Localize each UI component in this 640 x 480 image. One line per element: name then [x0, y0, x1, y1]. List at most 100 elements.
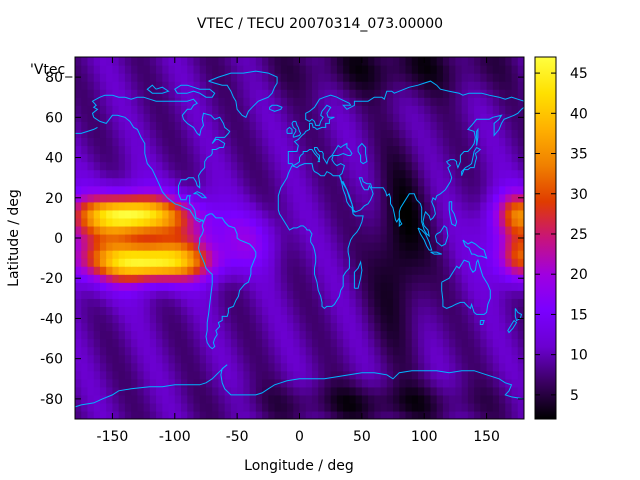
heat-cell — [118, 354, 126, 364]
heat-cell — [124, 298, 132, 307]
heat-cell — [212, 65, 220, 74]
heat-cell — [118, 386, 126, 396]
heat-cell — [442, 57, 450, 66]
heat-cell — [93, 153, 101, 163]
heat-cell — [380, 145, 388, 155]
heat-cell — [212, 394, 220, 404]
heat-cell — [386, 258, 394, 267]
heat-cell — [368, 378, 375, 388]
heat-cell — [81, 57, 89, 66]
heat-cell — [187, 258, 195, 267]
heat-cell — [137, 338, 145, 348]
heat-cell — [461, 65, 469, 74]
heat-cell — [505, 129, 513, 139]
heat-cell — [486, 169, 494, 179]
heat-cell — [349, 193, 357, 203]
heat-cell — [237, 410, 244, 419]
heat-cell — [199, 153, 207, 163]
heat-cell — [480, 193, 488, 203]
heat-cell — [205, 258, 213, 267]
heat-cell — [374, 185, 382, 195]
heat-cell — [224, 386, 232, 396]
heat-cell — [336, 258, 344, 267]
heat-cell — [430, 97, 438, 106]
heat-cell — [499, 193, 506, 203]
heat-cell — [243, 386, 251, 396]
heat-cell — [380, 217, 388, 227]
heat-cell — [455, 185, 463, 195]
y-tick-label: -20 — [40, 271, 63, 287]
heat-cell — [417, 370, 425, 380]
heat-cell — [386, 121, 394, 130]
heat-cell — [293, 386, 301, 396]
heat-cell — [455, 65, 463, 74]
heat-cell — [143, 410, 151, 419]
heat-cell — [505, 137, 513, 147]
heat-cell — [255, 338, 263, 348]
heat-cell — [349, 362, 357, 372]
heat-cell — [311, 282, 319, 291]
heat-cell — [355, 402, 363, 412]
heat-cell — [480, 298, 488, 307]
heat-cell — [118, 113, 126, 122]
heat-cell — [517, 346, 524, 356]
heat-cell — [174, 250, 182, 259]
heat-cell — [143, 185, 151, 195]
heat-cell — [99, 97, 107, 106]
heat-cell — [255, 113, 263, 122]
heat-cell — [517, 89, 524, 98]
heat-cell — [181, 394, 188, 404]
heat-cell — [386, 250, 394, 259]
heat-cell — [156, 298, 163, 307]
heat-cell — [461, 105, 469, 114]
heat-cell — [218, 89, 226, 98]
heat-cell — [212, 386, 220, 396]
heat-cell — [449, 410, 457, 419]
heat-cell — [174, 73, 182, 82]
heat-cell — [299, 282, 307, 291]
heat-cell — [386, 378, 394, 388]
heat-cell — [505, 290, 513, 299]
heat-cell — [499, 57, 506, 66]
heat-cell — [486, 185, 494, 195]
heat-cell — [368, 121, 375, 130]
heat-cell — [255, 121, 263, 130]
heat-cell — [280, 89, 288, 98]
heat-cell — [137, 410, 145, 419]
heat-cell — [393, 314, 400, 324]
heat-cell — [75, 65, 82, 74]
heat-cell — [299, 362, 307, 372]
heat-cell — [93, 145, 101, 155]
heat-cell — [492, 121, 500, 130]
heat-cell — [274, 394, 282, 404]
heat-cell — [287, 402, 294, 412]
heat-cell — [212, 185, 220, 195]
heat-cell — [486, 233, 494, 243]
heat-cell — [330, 201, 338, 211]
heat-cell — [168, 306, 176, 316]
heat-cell — [461, 330, 469, 340]
heat-cell — [480, 266, 488, 275]
heat-cell — [299, 370, 307, 380]
heat-cell — [212, 282, 220, 291]
heat-cell — [467, 217, 475, 227]
heat-cell — [430, 233, 438, 243]
heat-cell — [237, 274, 244, 283]
heat-cell — [268, 161, 276, 171]
heat-cell — [81, 65, 89, 74]
heat-cell — [230, 129, 238, 139]
heat-cell — [255, 137, 263, 147]
heat-cell — [499, 394, 506, 404]
heat-cell — [224, 370, 232, 380]
heat-cell — [131, 65, 138, 74]
heat-cell — [168, 402, 176, 412]
heat-cell — [262, 370, 269, 380]
heat-cell — [305, 362, 313, 372]
heat-cell — [99, 306, 107, 316]
heat-cell — [393, 290, 400, 299]
heat-cell — [305, 306, 313, 316]
heat-cell — [405, 65, 413, 74]
heat-cell — [511, 330, 519, 340]
heat-cell — [255, 402, 263, 412]
